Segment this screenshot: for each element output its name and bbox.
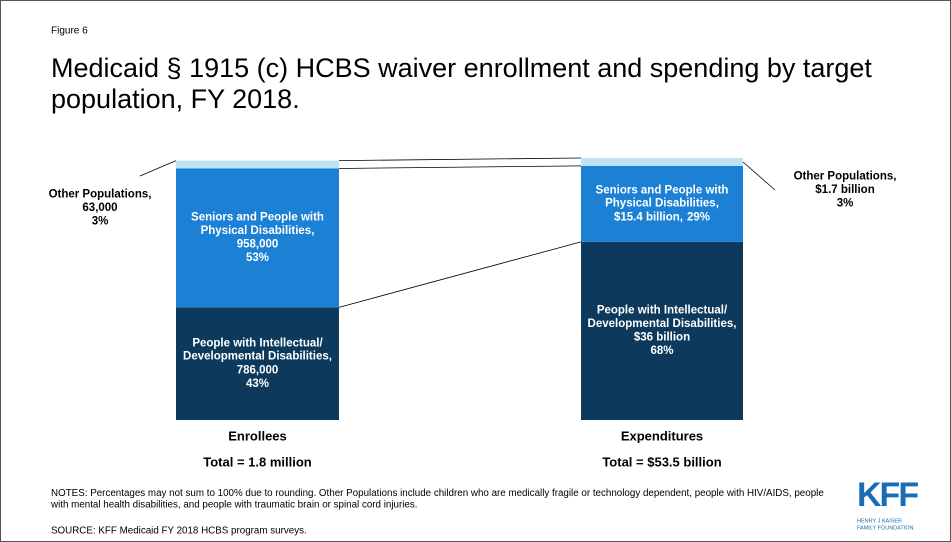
- leader-line: [139, 160, 177, 177]
- logo-line: FAMILY FOUNDATION: [857, 525, 914, 531]
- x-tick-label: Expenditures: [621, 428, 703, 443]
- segment-amount: $15.4 billion,: [614, 211, 683, 223]
- segment-label: Seniors and People with Physical Disabili…: [596, 184, 729, 223]
- segment-value-label: 68%: [650, 345, 673, 357]
- total-label: Total = 1.8 million: [203, 454, 312, 469]
- connector-line: [338, 241, 582, 308]
- source: SOURCE: KFF Medicaid FY 2018 HCBS progra…: [51, 526, 307, 537]
- segment-value-label: 3%: [92, 216, 109, 228]
- segment-amount: 786,000: [237, 364, 279, 376]
- segment-label: Seniors and People with Physical Disabili…: [191, 212, 324, 265]
- segment-amount: $1.7 billion: [815, 184, 874, 196]
- segment-name: People with Intellectual/Developmental D…: [183, 337, 332, 362]
- segment-amount: 958,000: [237, 239, 279, 251]
- bar-segment: [176, 160, 339, 169]
- segment-label: Other Populations,63,000 3%: [49, 189, 152, 228]
- segment-label: Other Populations,$1.7 billion 3%: [794, 171, 897, 210]
- segment-amount: $36 billion: [634, 332, 690, 344]
- connector-line: [338, 157, 582, 162]
- segment-name: People with Intellectual/Developmental D…: [588, 305, 737, 330]
- segment-value-label: 53%: [246, 252, 269, 264]
- segment-name: Seniors and People with Physical Disabili…: [596, 184, 729, 209]
- segment-label: People with Intellectual/Developmental D…: [183, 337, 332, 390]
- logo-mark: KFF: [857, 476, 918, 514]
- segment-value-label: 3%: [837, 198, 854, 210]
- bar-segment: [176, 307, 339, 420]
- connector-line: [338, 165, 582, 169]
- x-tick-label: Enrollees: [228, 428, 287, 443]
- leader-line: [742, 161, 776, 191]
- chart-title: Medicaid § 1915 (c) HCBS waiver enrollme…: [51, 53, 872, 114]
- segment-value-label: 29%: [687, 211, 710, 223]
- segment-name: Other Populations,: [49, 189, 152, 201]
- segment-amount: 63,000: [82, 202, 117, 214]
- bar-segment: [176, 168, 339, 308]
- segment-value-label: 43%: [246, 378, 269, 390]
- bar-segment: [581, 241, 743, 420]
- segment-name: Other Populations,: [794, 171, 897, 183]
- total-label: Total = $53.5 billion: [602, 454, 721, 469]
- figure-label: Figure 6: [51, 26, 88, 37]
- logo-line: HENRY J KAISER: [857, 518, 902, 524]
- notes: NOTES: Percentages may not sum to 100% d…: [50, 488, 824, 510]
- bar-segment: [581, 158, 743, 166]
- segment-label: People with Intellectual/Developmental D…: [588, 305, 737, 358]
- segment-name: Seniors and People with Physical Disabili…: [191, 212, 324, 237]
- bar-segment: [581, 165, 743, 242]
